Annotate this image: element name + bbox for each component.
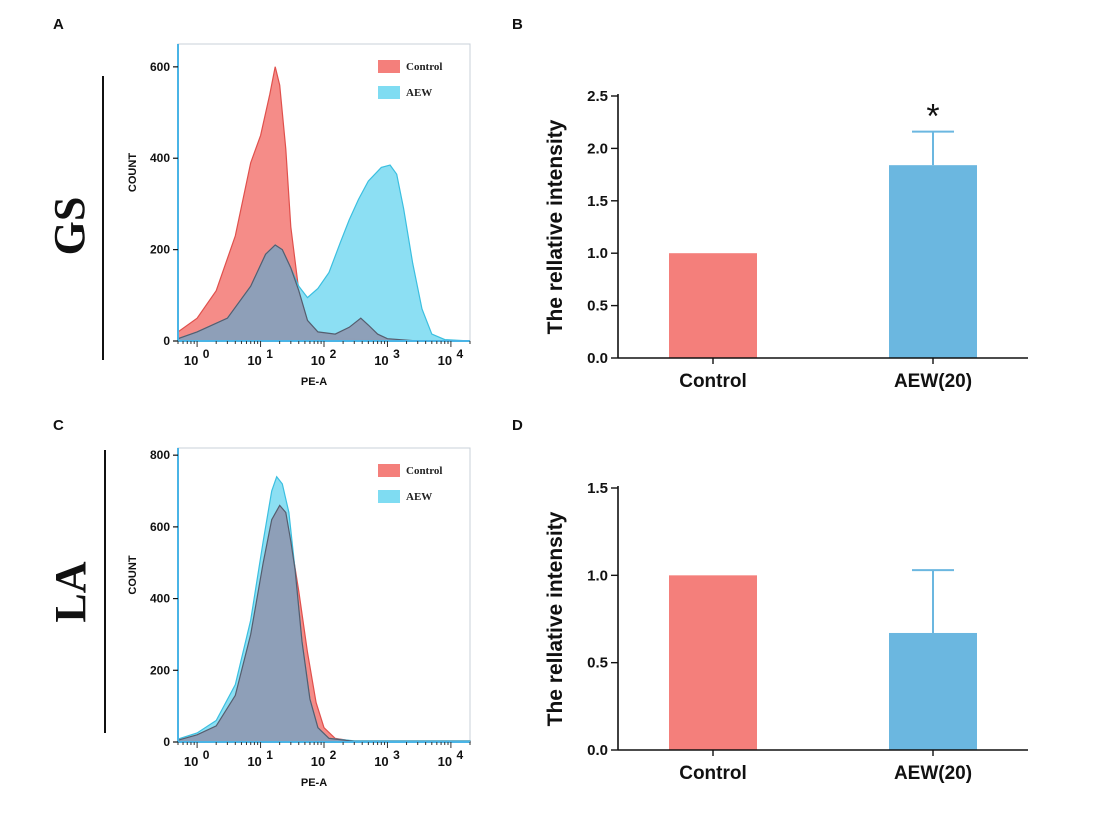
y-tick-label: 0 xyxy=(163,334,170,348)
y-tick-label: 2.5 xyxy=(587,88,608,105)
x-tick-label: 10 xyxy=(438,754,452,769)
x-tick-exponent: 1 xyxy=(266,748,273,762)
x-tick-label: 10 xyxy=(438,353,452,368)
x-axis-label: PE-A xyxy=(301,777,327,789)
y-tick-label: 200 xyxy=(150,243,170,257)
y-axis-label: The rellative intensity xyxy=(544,119,567,334)
histogram-series-overlap xyxy=(177,244,418,342)
x-tick-label: 10 xyxy=(374,754,388,769)
x-tick-exponent: 0 xyxy=(203,748,210,762)
y-tick-label: 0.0 xyxy=(587,350,608,367)
y-tick-label: 200 xyxy=(150,663,170,677)
panel-letter-b: B xyxy=(512,16,523,33)
y-axis-label: COUNT xyxy=(127,555,139,594)
y-tick-label: 0.5 xyxy=(587,298,608,315)
y-tick-label: 2.0 xyxy=(587,140,608,157)
histogram-series-overlap xyxy=(177,504,471,743)
bar-control xyxy=(669,575,757,750)
bar-control xyxy=(669,253,757,358)
row-label-gs: GS xyxy=(45,197,94,256)
x-tick-exponent: 3 xyxy=(393,347,400,361)
bar-aew20 xyxy=(889,632,977,750)
plot-frame xyxy=(177,447,471,743)
legend-label-control: Control xyxy=(406,465,442,477)
significance-marker: * xyxy=(926,98,939,136)
y-tick-label: 0.0 xyxy=(587,742,608,759)
legend-swatch-control xyxy=(378,464,400,477)
category-label: Control xyxy=(679,371,747,392)
legend-label-aew: AEW xyxy=(406,87,432,99)
panel-letter-d: D xyxy=(512,417,523,434)
y-axis-label: COUNT xyxy=(127,153,139,192)
x-tick-exponent: 4 xyxy=(457,347,464,361)
x-tick-exponent: 4 xyxy=(457,748,464,762)
y-tick-label: 1.5 xyxy=(587,480,608,497)
y-tick-label: 600 xyxy=(150,520,170,534)
y-tick-label: 600 xyxy=(150,60,170,74)
y-tick-label: 1.0 xyxy=(587,245,608,262)
x-tick-label: 10 xyxy=(247,353,261,368)
row-label-la: LA xyxy=(46,561,95,622)
y-tick-label: 1.0 xyxy=(587,567,608,584)
x-tick-exponent: 2 xyxy=(330,347,337,361)
x-tick-label: 10 xyxy=(374,353,388,368)
category-label: AEW(20) xyxy=(894,763,972,784)
category-label: Control xyxy=(679,763,747,784)
y-tick-label: 0 xyxy=(163,735,170,749)
category-label: AEW(20) xyxy=(894,371,972,392)
x-axis-label: PE-A xyxy=(301,376,327,388)
x-tick-exponent: 1 xyxy=(266,347,273,361)
x-tick-label: 10 xyxy=(184,353,198,368)
legend-swatch-control xyxy=(378,60,400,73)
y-tick-label: 1.5 xyxy=(587,193,608,210)
y-tick-label: 800 xyxy=(150,448,170,462)
bar-chart-panel-b: Control * AEW(20) 0.0 0.5 1.0 1.5 2.0 2.5 The rel… xyxy=(544,88,1028,392)
y-tick-label: 400 xyxy=(150,151,170,165)
panel-letter-a: A xyxy=(53,16,64,33)
x-tick-label: 10 xyxy=(247,754,261,769)
x-tick-exponent: 2 xyxy=(330,748,337,762)
legend-label-control: Control xyxy=(406,61,442,73)
y-axis-label: The rellative intensity xyxy=(544,511,567,726)
y-tick-label: 0.5 xyxy=(587,655,608,672)
bar-chart-panel-d: Control AEW(20) 0.0 0.5 1.0 1.5 The rellative … xyxy=(544,480,1028,784)
legend-swatch-aew xyxy=(378,86,400,99)
x-tick-exponent: 3 xyxy=(393,748,400,762)
legend-label-aew: AEW xyxy=(406,491,432,503)
panel-letter-c: C xyxy=(53,417,64,434)
bar-aew20 xyxy=(889,165,977,358)
x-tick-label: 10 xyxy=(184,754,198,769)
histogram-panel-a: 0 200 400 600 10 0 10 1 10 2 10 3 10 4 PE-A COUNT Contro… xyxy=(127,43,471,388)
x-tick-label: 10 xyxy=(311,353,325,368)
legend-swatch-aew xyxy=(378,490,400,503)
histogram-panel-c: 0 200 400 600 800 10 0 10 1 10 2 10 3 10 4 PE-A COUNT Con… xyxy=(127,447,471,789)
y-tick-label: 400 xyxy=(150,592,170,606)
x-tick-exponent: 0 xyxy=(203,347,210,361)
x-tick-label: 10 xyxy=(311,754,325,769)
